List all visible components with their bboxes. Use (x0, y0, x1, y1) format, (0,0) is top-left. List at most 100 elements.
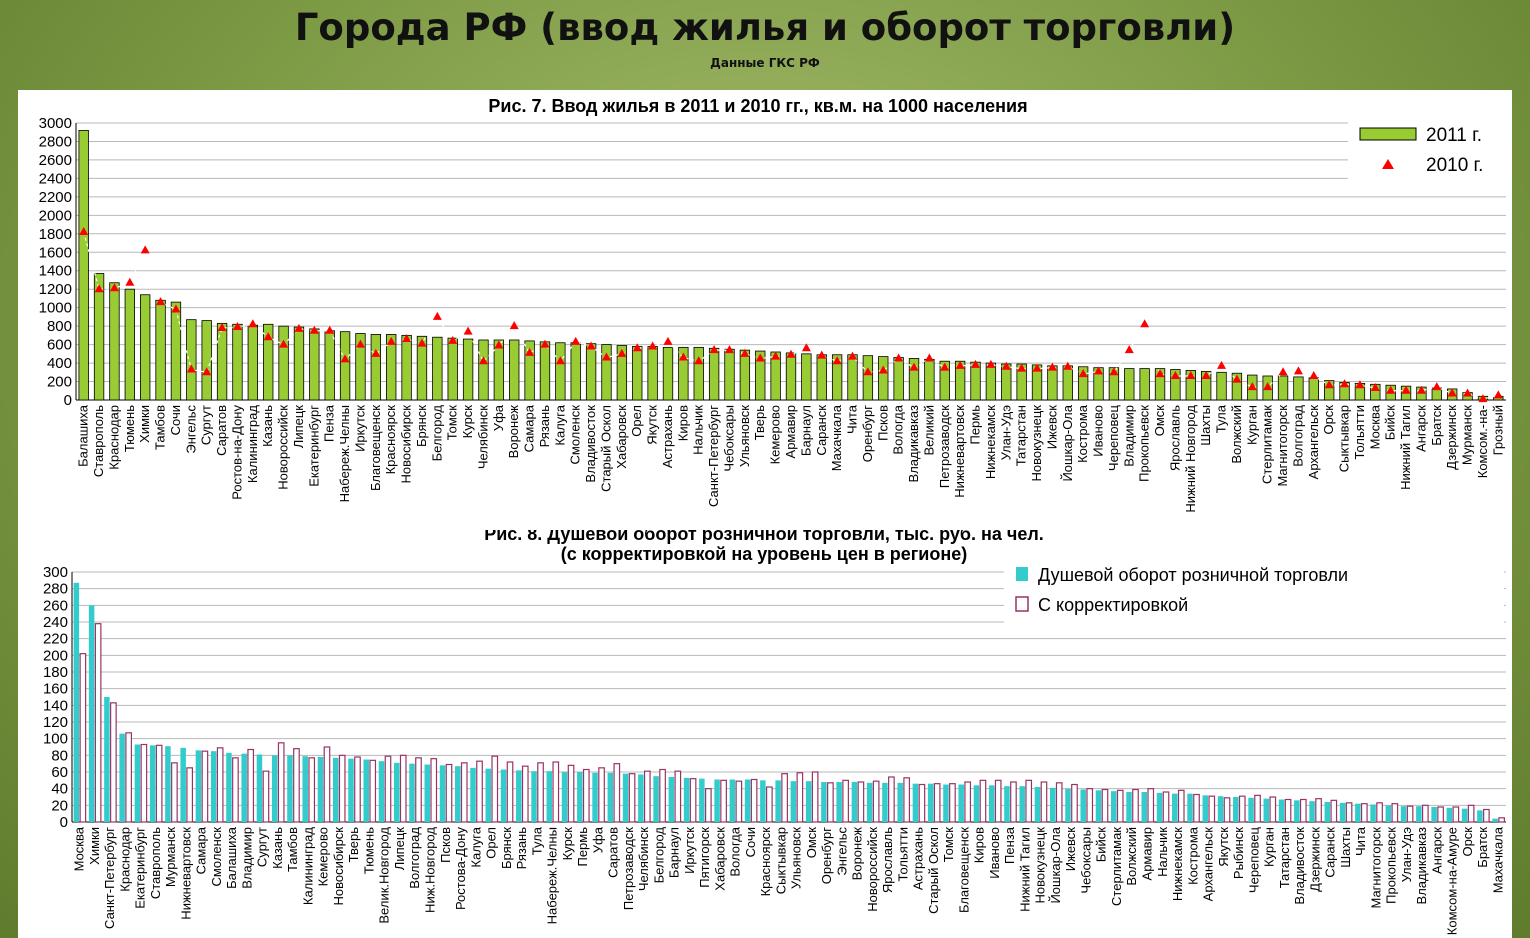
x-tick-label: Кострома (1185, 826, 1200, 885)
x-tick-label: Владикавказ (1414, 827, 1429, 905)
bar-2 (110, 702, 117, 823)
chart-subtitle: (с корректировкой на уровень цен в регио… (561, 544, 967, 564)
marker-2010 (494, 340, 504, 349)
x-tick-label: Челябинск (475, 405, 490, 469)
x-tick-label: Орск (1460, 827, 1475, 857)
bar-2 (201, 750, 209, 823)
y-tick-label: 1000 (39, 300, 72, 317)
x-tick-label: Сыктывкар (773, 827, 788, 894)
y-tick-label: 140 (43, 697, 68, 714)
bar-1 (210, 751, 217, 822)
bar-2 (460, 762, 468, 823)
marker-2010 (1201, 370, 1211, 379)
bar-1 (124, 288, 135, 401)
bar-1 (577, 772, 583, 822)
x-tick-label: Рязань (514, 827, 529, 870)
bar-2 (1391, 803, 1399, 823)
bar-2 (476, 760, 483, 823)
bar-2 (964, 781, 972, 823)
bar-2 (1406, 805, 1414, 823)
x-tick-label: Волжский (1229, 405, 1244, 464)
bar-1 (714, 779, 720, 822)
marker-2010 (1263, 382, 1273, 391)
bar-2 (872, 780, 880, 823)
x-tick-label: Орел (629, 405, 644, 437)
bar-1 (836, 782, 842, 822)
x-tick-label: Череповец (1246, 826, 1261, 893)
marker-2010 (232, 322, 242, 331)
bar-2 (918, 783, 926, 823)
bar-2 (994, 779, 1002, 823)
marker-2010 (125, 277, 135, 286)
x-tick-label: Новороссийск (276, 405, 291, 490)
bar-1 (247, 324, 258, 401)
x-tick-label: Химки (87, 827, 102, 865)
x-tick-label: Стерлитамак (1260, 405, 1275, 484)
x-tick-label: Ангарск (1413, 405, 1428, 452)
bar-2 (415, 757, 422, 823)
x-tick-label: Белгород (651, 827, 666, 884)
x-tick-label: Томск (941, 827, 956, 863)
bar-2 (140, 743, 148, 823)
bar-2 (949, 783, 956, 823)
x-tick-label: Рыбинск (1231, 827, 1246, 879)
marker-2010 (924, 353, 934, 362)
y-tick-label: 300 (43, 564, 68, 581)
bar-2 (262, 770, 270, 823)
bar-1 (241, 753, 247, 822)
bar-1 (493, 339, 505, 401)
x-tick-label: Орел (484, 827, 499, 859)
x-tick-label: Шахты (1198, 405, 1213, 446)
x-tick-label: Красноярск (758, 827, 773, 897)
marker-2010 (571, 336, 581, 345)
x-tick-label: Ярославль (880, 827, 895, 893)
x-tick-label: Благовещенск (368, 405, 383, 491)
bar-2 (308, 757, 316, 823)
marker-2010 (540, 339, 550, 348)
y-tick-label: 120 (43, 714, 68, 731)
bar-1 (632, 346, 643, 401)
x-tick-label: Нальчик (691, 405, 706, 455)
marker-2010 (509, 321, 519, 330)
marker-2010 (848, 351, 858, 360)
bar-1 (683, 777, 690, 822)
x-tick-label: Череповец (1106, 404, 1121, 471)
marker-2010 (1324, 380, 1334, 389)
bar-1 (1110, 791, 1117, 822)
bar-1 (927, 783, 934, 822)
bar-2 (1193, 793, 1200, 823)
bar-1 (678, 346, 689, 401)
bar-1 (73, 582, 80, 822)
x-tick-label: Ростов-на-Дону (229, 405, 244, 500)
bar-1 (1141, 792, 1147, 822)
bar-1 (1034, 787, 1041, 822)
bar-1 (119, 733, 125, 822)
bar-1 (201, 320, 212, 401)
bar-1 (1324, 802, 1331, 822)
x-tick-label: Тюмень (361, 827, 376, 874)
x-tick-label: Казань (260, 405, 275, 447)
bar-1 (180, 747, 186, 822)
marker-2010 (432, 311, 442, 320)
bar-2 (1010, 781, 1017, 823)
bar-1 (524, 340, 535, 401)
marker-2010 (294, 323, 304, 332)
x-tick-label: Набереж.Челны (337, 405, 352, 502)
x-tick-label: Хабаровск (614, 405, 629, 469)
marker-2010 (1416, 385, 1426, 394)
y-tick-label: 2800 (39, 133, 72, 150)
marker-2010 (1447, 388, 1457, 397)
bar-2 (613, 763, 621, 823)
bar-1 (897, 782, 903, 822)
bar-1 (1416, 806, 1422, 822)
bar-1 (988, 785, 995, 822)
bar-2 (1055, 782, 1063, 823)
x-tick-label: Старый Оскол (926, 827, 941, 914)
marker-2010 (678, 352, 688, 361)
x-tick-label: Оренбург (819, 827, 834, 884)
bar-1 (943, 784, 949, 822)
bar-1 (561, 772, 568, 822)
x-tick-label: Армавир (1140, 827, 1155, 880)
x-tick-label: Сочи (168, 405, 183, 435)
bar-2 (582, 768, 590, 823)
